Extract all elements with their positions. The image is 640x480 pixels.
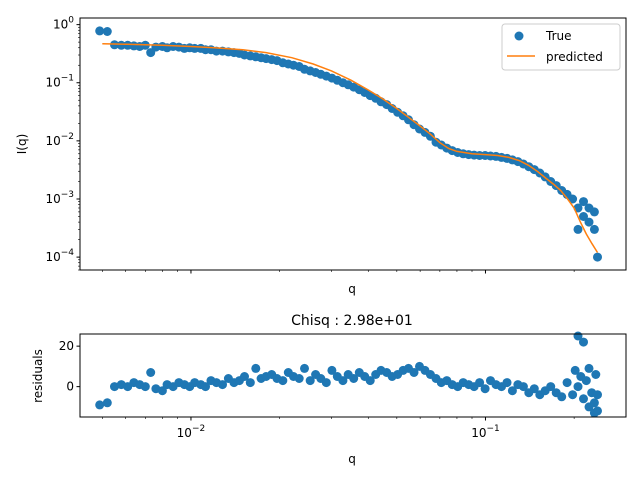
- intensity-y-tick-label: 10−3: [45, 190, 74, 206]
- residuals-x-axis-label: q: [348, 452, 356, 466]
- residual-data-point: [110, 382, 119, 392]
- residual-data-point: [581, 376, 591, 386]
- residual-data-point: [562, 378, 572, 388]
- intensity-y-tick-label: 10−4: [45, 248, 74, 264]
- true-data-point: [110, 40, 119, 50]
- residual-data-point: [480, 384, 490, 394]
- intensity-y-tick-label: 100: [53, 16, 74, 32]
- residual-data-point: [349, 374, 359, 383]
- residual-data-point: [579, 394, 588, 404]
- intensity-y-tick-label-base: 10: [45, 134, 60, 148]
- residual-data-point: [557, 392, 567, 402]
- true-data-point: [584, 217, 594, 227]
- residual-data-point: [140, 382, 150, 392]
- residual-data-point: [157, 386, 167, 396]
- intensity-y-tick-label-exponent: −3: [61, 190, 74, 200]
- intensity-y-tick-label-base: 10: [45, 250, 60, 264]
- residual-data-point: [327, 365, 337, 375]
- residual-data-point: [591, 370, 601, 379]
- residual-data-point: [305, 376, 315, 386]
- legend: True predicted: [501, 23, 621, 71]
- residuals-x-tick-label-exponent: −2: [192, 424, 205, 434]
- true-data-point: [425, 131, 435, 141]
- residual-data-point: [546, 382, 556, 392]
- true-data-point: [573, 224, 583, 234]
- true-data-point: [579, 197, 588, 207]
- intensity-y-tick-label-base: 10: [45, 192, 60, 206]
- residual-data-point: [365, 376, 375, 386]
- true-data-point: [102, 27, 112, 36]
- intensity-y-tick-label: 10−2: [45, 132, 74, 148]
- intensity-y-axis-label: I(q): [15, 134, 29, 155]
- residuals-x-tick-label: 10−1: [471, 424, 500, 440]
- intensity-y-tick-label-exponent: 0: [68, 16, 74, 26]
- residual-data-point: [240, 372, 249, 381]
- residual-data-point: [502, 378, 512, 388]
- residual-data-point: [568, 390, 578, 400]
- residuals-x-tick-label-base: 10: [471, 426, 486, 440]
- residual-data-point: [146, 368, 156, 377]
- true-data-point: [568, 194, 578, 204]
- residuals-y-tick-label: 20: [59, 339, 74, 353]
- intensity-y-tick-label: 10−1: [45, 74, 74, 90]
- residual-data-point: [507, 386, 517, 396]
- residuals-plot-title: Chisq : 2.98e+01: [291, 313, 413, 329]
- intensity-y-tick-label-exponent: −2: [61, 132, 74, 142]
- residuals-y-tick-label: 0: [66, 380, 74, 394]
- true-data-point: [589, 207, 599, 217]
- residual-data-point: [251, 363, 261, 373]
- residual-data-point: [245, 378, 255, 388]
- residuals-x-tick-label: 10−2: [177, 424, 206, 440]
- true-data-point: [589, 224, 599, 234]
- residual-data-point: [294, 374, 304, 383]
- intensity-y-tick-label-base: 10: [53, 18, 68, 32]
- residual-data-point: [218, 380, 227, 390]
- intensity-y-tick-label-base: 10: [45, 76, 60, 90]
- residual-data-point: [278, 376, 288, 386]
- residual-data-point: [589, 398, 599, 408]
- true-data-point: [95, 26, 105, 36]
- residual-data-point: [593, 390, 602, 400]
- intensity-y-tick-label-exponent: −1: [61, 74, 74, 84]
- intensity-plot-frame: [79, 17, 627, 271]
- residual-data-point: [475, 378, 485, 388]
- true-data-point: [593, 252, 602, 262]
- residual-data-point: [573, 382, 583, 392]
- legend-label-predicted: predicted: [546, 50, 603, 64]
- residual-data-point: [570, 365, 580, 375]
- legend-marker-true: [514, 31, 524, 41]
- residual-data-point: [201, 382, 210, 392]
- residual-data-point: [102, 398, 112, 408]
- residual-data-point: [518, 382, 528, 392]
- residual-data-point: [300, 363, 309, 373]
- legend-box: [501, 23, 621, 71]
- residuals-x-tick-label-base: 10: [177, 426, 192, 440]
- residual-data-point: [338, 376, 348, 386]
- residuals-y-axis-label: residuals: [31, 349, 45, 403]
- predicted-line: [102, 42, 599, 253]
- residual-data-point: [95, 400, 105, 410]
- true-data-point: [579, 212, 588, 221]
- residual-data-point: [584, 363, 594, 373]
- residual-data-point: [529, 384, 539, 394]
- residuals-plot-frame: [79, 333, 627, 418]
- residual-data-point: [579, 337, 588, 347]
- residual-data-point: [409, 368, 419, 377]
- true-data-point: [116, 40, 126, 50]
- intensity-y-tick-label-exponent: −4: [61, 248, 75, 258]
- residual-data-point: [321, 378, 331, 388]
- residual-data-point: [593, 406, 602, 416]
- residuals-plot: Chisq : 2.98e+01 020 10−2 10−1 q residual…: [31, 313, 627, 466]
- intensity-x-axis-label: q: [348, 282, 356, 296]
- legend-label-true: True: [545, 29, 572, 43]
- residuals-x-tick-label-exponent: −1: [486, 424, 499, 434]
